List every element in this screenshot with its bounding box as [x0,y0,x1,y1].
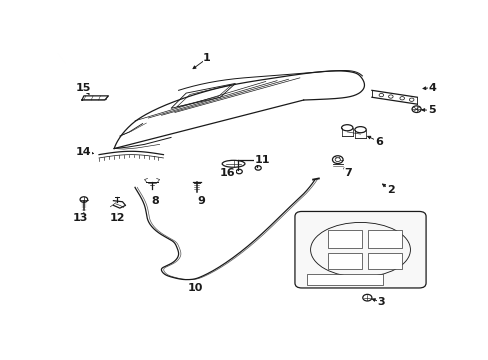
Text: 2: 2 [386,185,394,195]
Bar [327,230,362,248]
Text: 5: 5 [427,105,435,115]
Bar [367,230,401,248]
Text: 3: 3 [377,297,385,307]
Bar [367,253,401,269]
Text: 11: 11 [254,155,269,165]
Text: 13: 13 [73,213,88,224]
Text: 10: 10 [187,283,203,293]
FancyBboxPatch shape [294,211,425,288]
Text: 6: 6 [374,136,382,147]
Text: 14: 14 [76,147,91,157]
Bar [327,253,362,269]
Text: 4: 4 [427,82,436,93]
Text: 16: 16 [220,168,235,179]
Text: 12: 12 [109,213,125,224]
Text: 15: 15 [76,82,91,93]
Text: 9: 9 [197,196,205,206]
Bar [307,274,383,285]
Text: 8: 8 [151,196,159,206]
Text: 7: 7 [344,168,351,179]
Text: 1: 1 [203,53,210,63]
